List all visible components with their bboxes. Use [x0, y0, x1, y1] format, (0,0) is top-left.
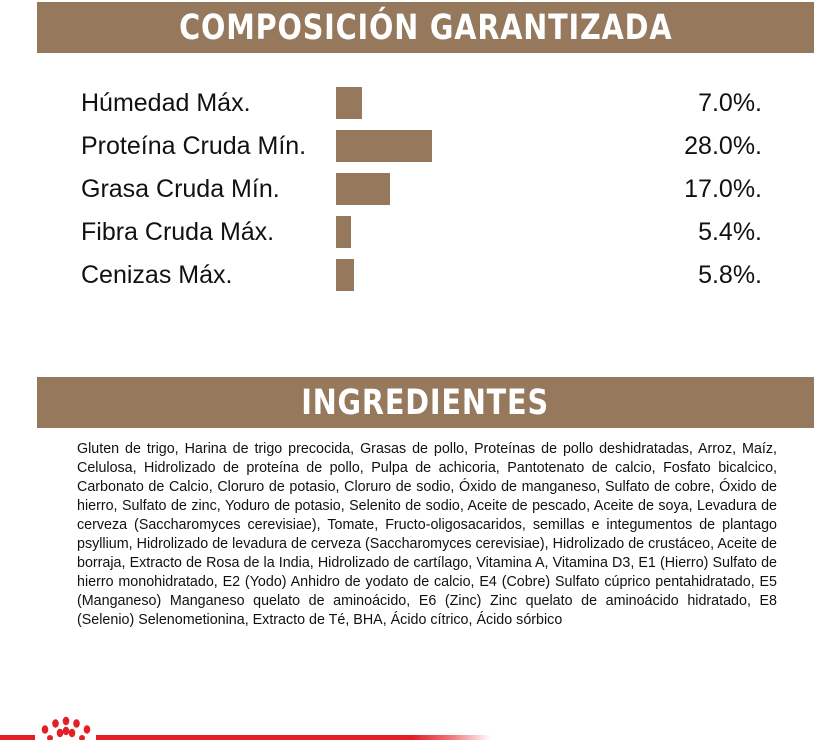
composition-bar	[336, 87, 362, 119]
crown-dots-logo-icon	[41, 716, 91, 740]
composition-row: Proteína Cruda Mín. 28.0%.	[0, 130, 840, 173]
composition-label: Proteína Cruda Mín.	[81, 132, 307, 160]
composition-label: Fibra Cruda Máx.	[81, 218, 275, 246]
composition-value: 7.0%.	[698, 89, 762, 117]
footer-line-right	[96, 735, 491, 740]
composition-value: 28.0%.	[684, 132, 762, 160]
composition-label: Grasa Cruda Mín.	[81, 175, 280, 203]
composition-value: 5.4%.	[698, 218, 762, 246]
composition-title: COMPOSICIÓN GARANTIZADA	[178, 7, 673, 48]
composition-bar	[336, 173, 390, 205]
composition-value: 5.8%.	[698, 261, 762, 289]
footer-line-left	[0, 735, 35, 740]
composition-row: Fibra Cruda Máx. 5.4%.	[0, 216, 840, 259]
composition-label: Cenizas Máx.	[81, 261, 233, 289]
composition-bar	[336, 216, 351, 248]
composition-bar	[336, 130, 432, 162]
ingredients-title: INGREDIENTES	[301, 382, 550, 423]
composition-row: Grasa Cruda Mín. 17.0%.	[0, 173, 840, 216]
ingredients-text: Gluten de trigo, Harina de trigo precoci…	[77, 441, 777, 628]
ingredients-header: INGREDIENTES	[37, 377, 814, 428]
composition-bar	[336, 259, 354, 291]
composition-header: COMPOSICIÓN GARANTIZADA	[37, 2, 814, 53]
composition-label: Húmedad Máx.	[81, 89, 251, 117]
composition-row: Húmedad Máx. 7.0%.	[0, 87, 840, 130]
composition-value: 17.0%.	[684, 175, 762, 203]
composition-row: Cenizas Máx. 5.8%.	[0, 259, 840, 302]
